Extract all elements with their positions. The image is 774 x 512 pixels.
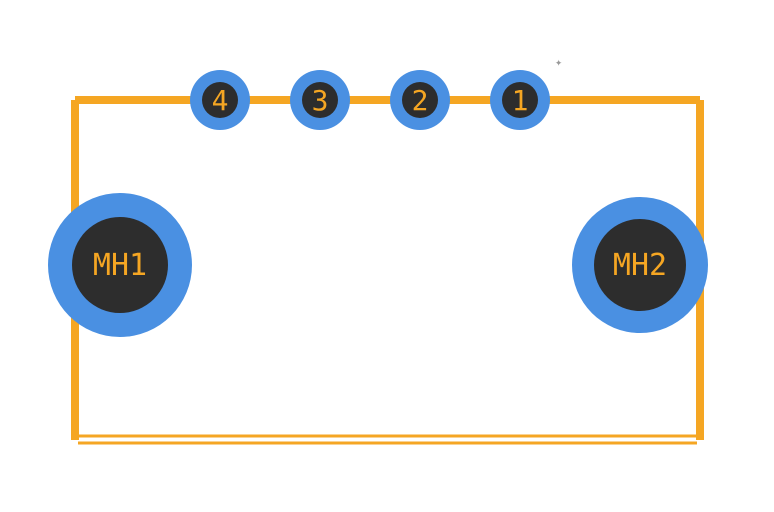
pin-pin1: 1 <box>490 70 550 130</box>
mounting-hole-hole <box>72 217 168 313</box>
pin-hole <box>402 82 438 118</box>
mounting-hole-mh2: MH2 <box>572 197 708 333</box>
pin-pin3: 3 <box>290 70 350 130</box>
pin-hole <box>502 82 538 118</box>
origin-marker: ✦ <box>555 55 562 69</box>
pin-pin2: 2 <box>390 70 450 130</box>
mounting-hole-mh1: MH1 <box>48 193 192 337</box>
pin-hole <box>202 82 238 118</box>
pin-hole <box>302 82 338 118</box>
pin-pin4: 4 <box>190 70 250 130</box>
mounting-hole-hole <box>594 219 686 311</box>
